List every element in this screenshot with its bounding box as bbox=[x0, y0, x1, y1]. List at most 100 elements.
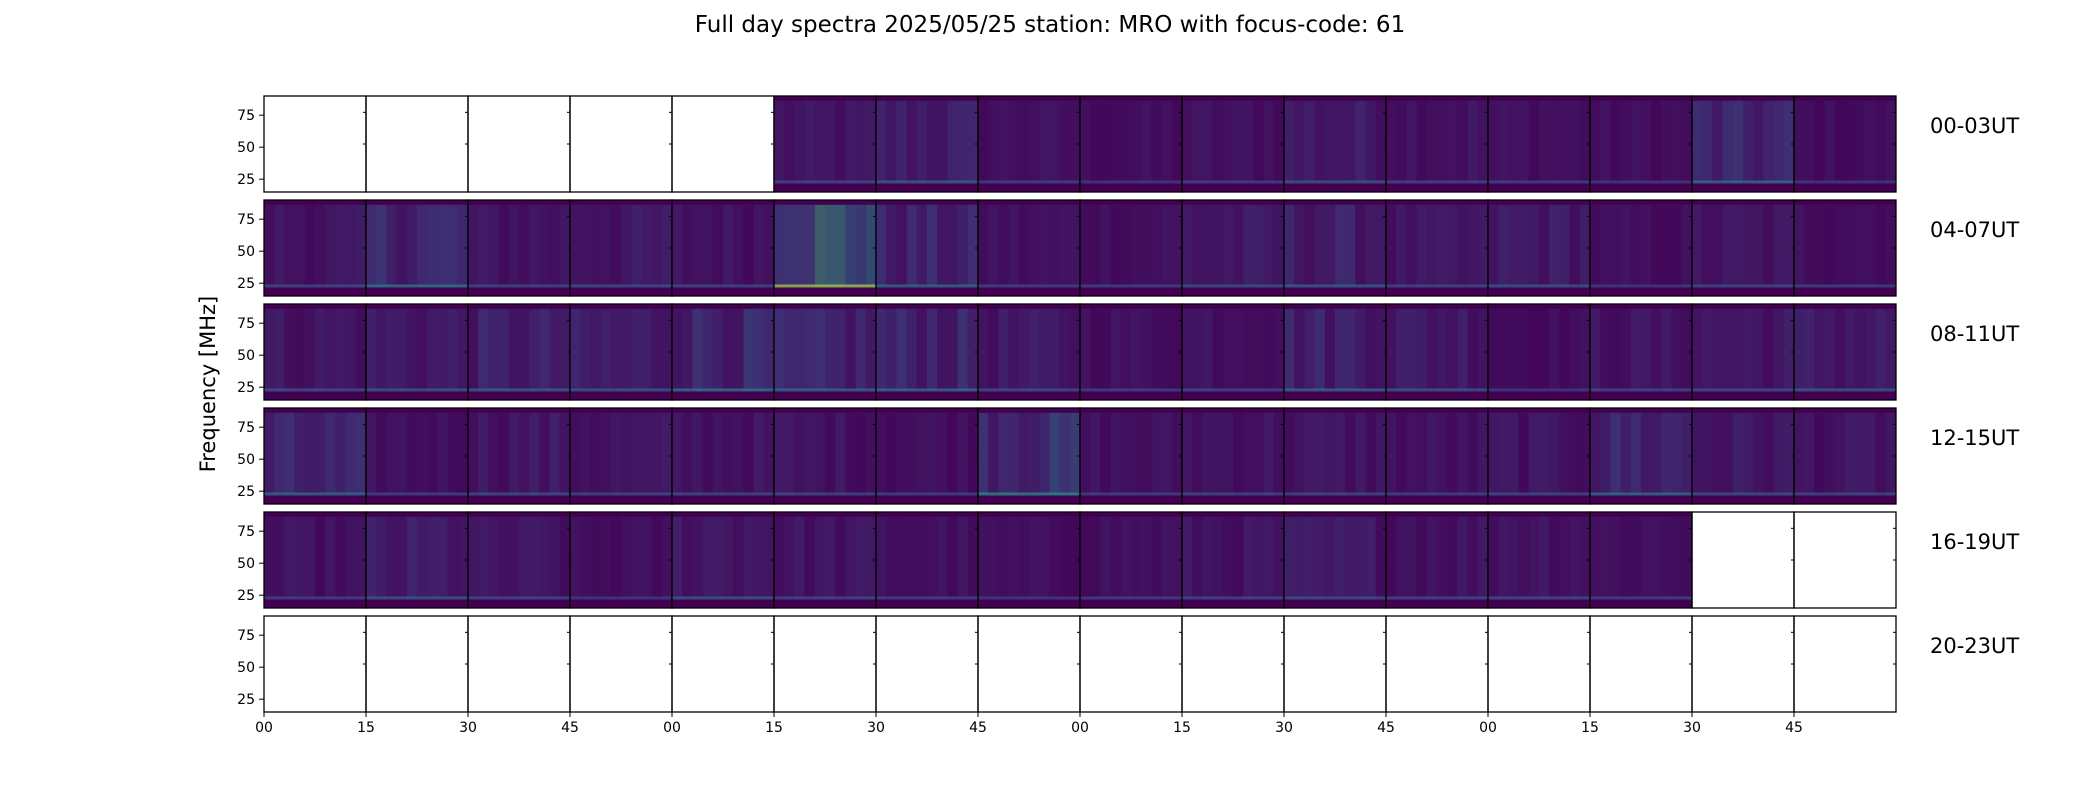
spectrum-lowband bbox=[1794, 180, 1896, 184]
spectrum-band bbox=[794, 100, 805, 183]
spectrum-band bbox=[315, 204, 326, 287]
spectrum-band bbox=[621, 516, 632, 599]
spectrum-band bbox=[1426, 308, 1437, 391]
spectrum-band bbox=[1080, 412, 1091, 495]
spectrum-band bbox=[1661, 100, 1672, 183]
spectrum-band bbox=[1049, 100, 1060, 183]
spectrum-band bbox=[1804, 100, 1815, 183]
x-tick-label: 45 bbox=[1785, 720, 1803, 736]
spectrum-band bbox=[763, 412, 774, 495]
spectrum-band bbox=[1834, 308, 1845, 391]
spectrum-band bbox=[845, 412, 856, 495]
spectrum-band bbox=[1233, 100, 1244, 183]
spectrum-band bbox=[641, 204, 652, 287]
spectrum-band bbox=[631, 308, 642, 391]
spectrum-lowband bbox=[1488, 596, 1590, 600]
spectrum-band bbox=[519, 516, 530, 599]
spectrum-band bbox=[366, 516, 377, 599]
spectrum-band bbox=[1222, 308, 1233, 391]
spectrum-band bbox=[661, 204, 672, 287]
spectrum-band bbox=[1335, 100, 1346, 183]
spectrum-band bbox=[396, 308, 407, 391]
spectrum-band bbox=[1539, 100, 1550, 183]
spectrum-band bbox=[1620, 412, 1631, 495]
spectrum-lowband bbox=[1590, 180, 1692, 184]
spectrum-band bbox=[1579, 204, 1590, 287]
y-tick-label: 75 bbox=[237, 524, 255, 540]
spectrum-band bbox=[702, 204, 713, 287]
spectrum-band bbox=[1039, 412, 1050, 495]
spectrum-band bbox=[988, 516, 999, 599]
spectrum-band bbox=[590, 412, 601, 495]
spectrum-band bbox=[702, 308, 713, 391]
spectrum-band bbox=[886, 516, 897, 599]
spectrum-band bbox=[1885, 308, 1896, 391]
spectrum-band bbox=[1120, 412, 1131, 495]
spectrum-band bbox=[1284, 308, 1295, 391]
spectrum-band bbox=[1386, 100, 1397, 183]
spectrum-band bbox=[1202, 100, 1213, 183]
spectrum-band bbox=[1600, 204, 1611, 287]
spectrum-band bbox=[1273, 412, 1284, 495]
spectrum-band bbox=[1345, 412, 1356, 495]
spectrum-band bbox=[1763, 100, 1774, 183]
spectrum-band bbox=[1641, 204, 1652, 287]
spectrum-lowband bbox=[1182, 596, 1284, 600]
spectrum-band bbox=[1814, 204, 1825, 287]
spectrum-band bbox=[1161, 412, 1172, 495]
spectrum-band bbox=[733, 516, 744, 599]
spectrum-band bbox=[1467, 204, 1478, 287]
spectrum-band bbox=[1182, 516, 1193, 599]
spectrum-band bbox=[447, 204, 458, 287]
spectrum-band bbox=[1120, 100, 1131, 183]
spectrum-band bbox=[814, 204, 825, 287]
spectrum-band bbox=[947, 100, 958, 183]
spectrum-band bbox=[1681, 412, 1692, 495]
spectrum-band bbox=[1120, 516, 1131, 599]
spectrum-band bbox=[804, 100, 815, 183]
spectrum-band bbox=[1753, 308, 1764, 391]
spectrum-band bbox=[1651, 308, 1662, 391]
spectrum-band bbox=[1681, 204, 1692, 287]
y-tick-label: 25 bbox=[237, 588, 255, 604]
spectrum-band bbox=[529, 308, 540, 391]
spectrum-band bbox=[1498, 308, 1509, 391]
spectrum-lowband bbox=[468, 388, 570, 392]
spectrum-band bbox=[294, 308, 305, 391]
spectrum-band bbox=[1437, 516, 1448, 599]
spectrum-band bbox=[1743, 100, 1754, 183]
panel-frame bbox=[1589, 615, 1693, 713]
spectrum-band bbox=[1406, 204, 1417, 287]
spectrum-band bbox=[1641, 412, 1652, 495]
spectrum-band bbox=[978, 100, 989, 183]
row-label-5: 20-23UT bbox=[1930, 634, 2020, 658]
spectrum-band bbox=[1671, 204, 1682, 287]
spectrum-band bbox=[825, 100, 836, 183]
spectrum-band bbox=[661, 308, 672, 391]
spectrum-band bbox=[1080, 516, 1091, 599]
x-tick-label: 30 bbox=[459, 720, 477, 736]
spectrum-band bbox=[1579, 516, 1590, 599]
spectrum-band bbox=[1824, 100, 1835, 183]
spectrum-band bbox=[988, 204, 999, 287]
spectrum-band bbox=[1620, 308, 1631, 391]
spectrum-band bbox=[855, 516, 866, 599]
spectrum-lowband bbox=[978, 388, 1080, 392]
spectrum-band bbox=[1508, 308, 1519, 391]
spectrum-band bbox=[1345, 516, 1356, 599]
spectrum-band bbox=[723, 516, 734, 599]
spectrum-band bbox=[529, 516, 540, 599]
spectrum-band bbox=[1814, 100, 1825, 183]
spectrum-band bbox=[978, 516, 989, 599]
spectrum-band bbox=[1284, 412, 1295, 495]
spectrum-lowband bbox=[978, 180, 1080, 184]
spectrum-band bbox=[1161, 516, 1172, 599]
spectrum-band bbox=[437, 412, 448, 495]
panel-frame bbox=[1487, 615, 1591, 713]
spectrum-lowband bbox=[672, 492, 774, 496]
spectrum-band bbox=[855, 100, 866, 183]
spectrum-lowband bbox=[1080, 388, 1182, 392]
spectrum-band bbox=[1151, 100, 1162, 183]
spectrum-band bbox=[631, 516, 642, 599]
panel-frame bbox=[1793, 615, 1897, 713]
